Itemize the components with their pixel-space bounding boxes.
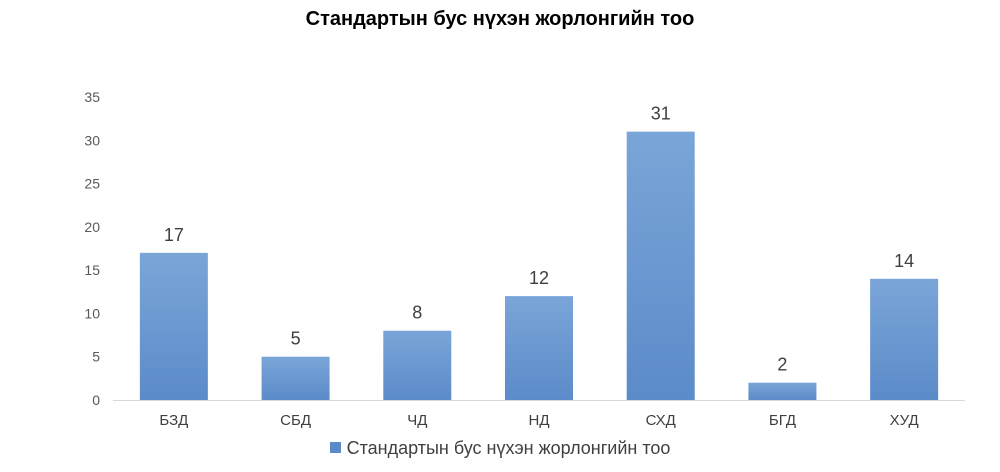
x-tick-label: НД <box>529 412 550 429</box>
data-label: 2 <box>777 355 787 375</box>
y-tick-label: 15 <box>84 262 100 278</box>
data-label: 12 <box>529 268 549 288</box>
y-axis-ticks: 0 5 10 15 20 25 30 35 <box>84 89 100 408</box>
bar <box>383 330 452 400</box>
bar <box>748 382 817 400</box>
bar <box>870 278 939 400</box>
x-tick-label: СБД <box>280 412 311 429</box>
chart-title: Стандартын бус нүхэн жорлонгийн тоо <box>305 8 695 30</box>
y-tick-label: 10 <box>84 305 100 321</box>
category-labels: БЗД СБД ЧД НД СХД БГД ХУД <box>159 412 918 429</box>
data-label: 31 <box>651 104 671 124</box>
x-tick-label: ХУД <box>890 412 919 429</box>
data-labels: 17 5 8 12 31 2 14 <box>164 104 914 375</box>
y-tick-label: 35 <box>84 89 100 105</box>
legend-label: Стандартын бус нүхэн жорлонгийн тоо <box>346 438 671 458</box>
legend: Стандартын бус нүхэн жорлонгийн тоо <box>0 438 1000 459</box>
bar <box>261 356 330 400</box>
data-label: 17 <box>164 225 184 245</box>
data-label: 8 <box>412 303 422 323</box>
bar <box>139 252 208 400</box>
y-tick-label: 20 <box>84 219 100 235</box>
x-tick-label: СХД <box>646 412 676 429</box>
x-tick-label: ЧД <box>407 412 427 429</box>
legend-swatch <box>329 441 341 453</box>
y-tick-label: 25 <box>84 176 100 192</box>
data-label: 14 <box>894 251 914 271</box>
bar <box>505 296 573 400</box>
y-tick-label: 0 <box>92 392 100 408</box>
bars <box>139 131 939 400</box>
bar <box>626 131 695 400</box>
data-label: 5 <box>291 329 301 349</box>
x-tick-label: БГД <box>769 412 796 429</box>
y-tick-label: 5 <box>92 349 100 365</box>
x-tick-label: БЗД <box>159 412 188 429</box>
y-tick-label: 30 <box>84 132 100 148</box>
